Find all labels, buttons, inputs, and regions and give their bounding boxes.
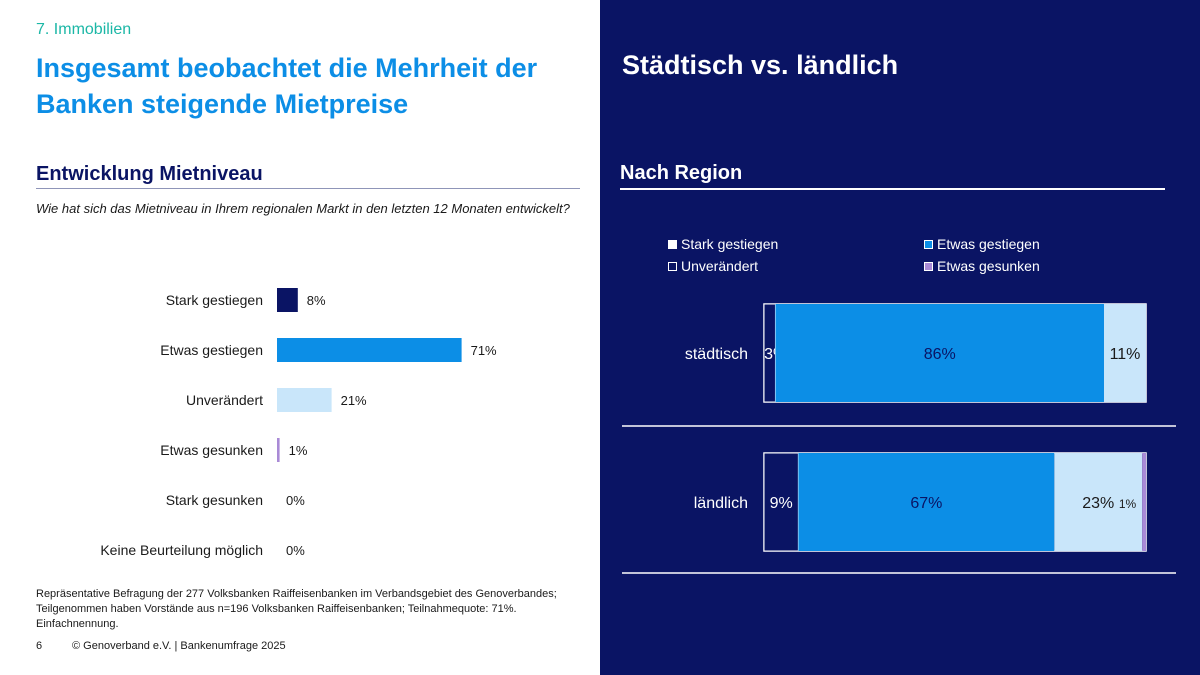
bar bbox=[277, 338, 462, 362]
region-title: Städtisch vs. ländlich bbox=[622, 50, 899, 80]
bar bbox=[277, 438, 280, 462]
bar bbox=[277, 288, 298, 312]
legend-swatch bbox=[924, 239, 933, 249]
legend-label: Etwas gestiegen bbox=[937, 236, 1040, 252]
section-label: 7. Immobilien bbox=[36, 21, 132, 38]
category-label: Etwas gesunken bbox=[160, 442, 263, 458]
stacked-segment bbox=[798, 453, 1055, 551]
legend-label: Unverändert bbox=[681, 258, 759, 274]
stacked-segment bbox=[775, 304, 1104, 402]
segment-label: 9% bbox=[770, 495, 793, 512]
category-label: Etwas gestiegen bbox=[160, 342, 263, 358]
region-subtitle: Nach Region bbox=[620, 162, 743, 184]
segment-label: 23% bbox=[1082, 495, 1114, 512]
headline: Insgesamt beobachtet die Mehrheit der Ba… bbox=[36, 53, 538, 119]
stacked-segment bbox=[1054, 453, 1143, 551]
legend-item-stark-gestiegen: Stark gestiegen bbox=[668, 236, 778, 252]
right-panel: Städtisch vs. ländlich Nach Region Stark… bbox=[600, 0, 1200, 675]
segment-label: 11% bbox=[1110, 346, 1141, 363]
category-label: Keine Beurteilung möglich bbox=[100, 542, 263, 558]
legend-item-etwas-gesunken: Etwas gesunken bbox=[924, 258, 1040, 274]
value-label: 21% bbox=[341, 393, 367, 408]
footnote: Repräsentative Befragung der 277 Volksba… bbox=[36, 588, 557, 630]
legend-item-unveraendert: Unverändert bbox=[668, 258, 758, 274]
page-number: 6 bbox=[36, 640, 43, 652]
category-label: Stark gestiegen bbox=[166, 292, 263, 308]
value-label: 0% bbox=[286, 493, 305, 508]
mietniveau-bar-chart: Stark gestiegen 8% Etwas gestiegen 71% Unver… bbox=[100, 288, 497, 558]
category-label: Unverändert bbox=[186, 392, 263, 408]
segment-label: 1% bbox=[1119, 497, 1137, 511]
segment-label: 86% bbox=[924, 346, 956, 363]
subtitle-rule bbox=[36, 188, 580, 189]
stacked-segment bbox=[1103, 304, 1146, 402]
legend-swatch bbox=[668, 239, 677, 249]
region-rule bbox=[620, 188, 1165, 190]
value-label: 8% bbox=[307, 293, 326, 308]
chart-subtitle: Entwicklung Mietniveau bbox=[36, 163, 263, 185]
copyright: © Genoverband e.V. | Bankenumfrage 2025 bbox=[72, 640, 286, 652]
stacked-segment bbox=[1142, 453, 1146, 551]
category-label: Stark gesunken bbox=[166, 492, 263, 508]
value-label: 0% bbox=[286, 543, 305, 558]
segment-label: 67% bbox=[910, 495, 942, 512]
legend-label: Stark gestiegen bbox=[681, 236, 779, 252]
bar bbox=[277, 388, 332, 412]
value-label: 1% bbox=[289, 443, 308, 458]
region-label: städtisch bbox=[685, 346, 748, 363]
legend-swatch bbox=[668, 261, 677, 271]
legend-item-etwas-gestiegen: Etwas gestiegen bbox=[924, 236, 1040, 252]
left-panel: 7. Immobilien Insgesamt beobachtet die M… bbox=[36, 21, 580, 652]
value-label: 71% bbox=[471, 343, 497, 358]
region-label: ländlich bbox=[694, 495, 748, 512]
legend-swatch bbox=[924, 261, 933, 271]
survey-question: Wie hat sich das Mietniveau in Ihrem reg… bbox=[36, 201, 570, 216]
legend-label: Etwas gesunken bbox=[937, 258, 1040, 274]
